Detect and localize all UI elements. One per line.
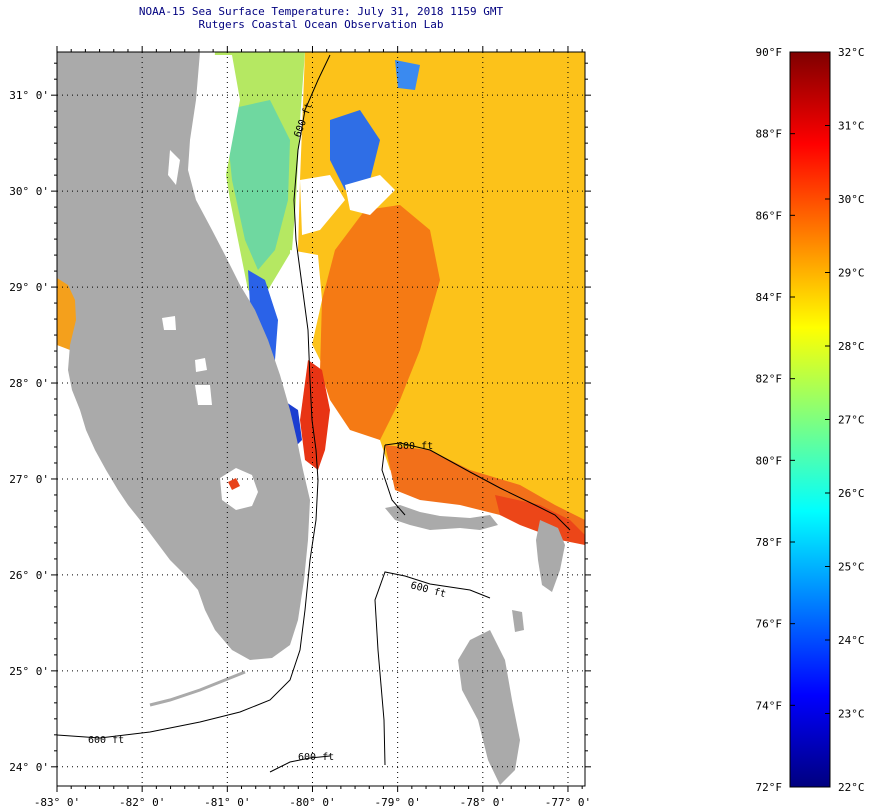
cloud-gap bbox=[300, 175, 345, 235]
lat-tick-label: 27° 0' bbox=[9, 473, 49, 486]
colorbar-celsius-labels: 32°C 31°C 30°C 29°C 28°C 27°C 26°C 25°C 24°C 23°C… bbox=[825, 46, 865, 794]
sst-gulfstream-core bbox=[300, 360, 330, 470]
colorbar-c-label: 27°C bbox=[838, 414, 865, 427]
bahamas-berry bbox=[512, 610, 524, 632]
sst-data-layer bbox=[57, 52, 585, 545]
lon-tick-label: -77° 0' bbox=[545, 796, 591, 809]
lat-tick-label: 26° 0' bbox=[9, 569, 49, 582]
colorbar-fahrenheit-labels: 90°F 88°F 86°F 84°F 82°F 80°F 78°F 76°F 74°F 72°F bbox=[756, 46, 795, 794]
lat-tick-label: 24° 0' bbox=[9, 761, 49, 774]
colorbar-c-label: 22°C bbox=[838, 781, 865, 794]
sst-green-shelf bbox=[225, 100, 290, 270]
colorbar-c-label: 23°C bbox=[838, 708, 865, 721]
lat-tick-label: 31° 0' bbox=[9, 89, 49, 102]
latitude-labels: 24° 0' 25° 0' 26° 0' 27° 0' 28° 0' 29° 0' 30° … bbox=[9, 89, 49, 774]
inland-lake bbox=[168, 150, 180, 185]
colorbar-c-label: 29°C bbox=[838, 267, 865, 280]
contour-line-grand-bahama bbox=[381, 444, 406, 516]
lake-okeechobee bbox=[220, 468, 258, 510]
florida-keys bbox=[149, 670, 246, 707]
colorbar-f-label: 80°F bbox=[756, 454, 783, 467]
depth-label: 600 ft bbox=[397, 441, 433, 452]
colorbar-c-label: 26°C bbox=[838, 487, 865, 500]
inland-lake-2 bbox=[195, 358, 207, 372]
cloud-gap-2 bbox=[290, 250, 322, 345]
lon-tick-label: -79° 0' bbox=[374, 796, 420, 809]
colorbar bbox=[789, 51, 831, 788]
contour-line-south bbox=[269, 755, 331, 773]
bahamas-andros bbox=[458, 630, 520, 785]
inland-lake-4 bbox=[195, 385, 212, 405]
lat-tick-label: 28° 0' bbox=[9, 377, 49, 390]
graticule bbox=[57, 52, 585, 786]
colorbar-c-label: 25°C bbox=[838, 561, 865, 574]
colorbar-f-label: 84°F bbox=[756, 291, 783, 304]
depth-label: 600 ft bbox=[298, 752, 334, 763]
colorbar-c-label: 32°C bbox=[838, 46, 865, 59]
contour-line-bahama-bank bbox=[384, 442, 571, 531]
colorbar-f-label: 78°F bbox=[756, 536, 783, 549]
lake-okeechobee-warm bbox=[228, 478, 240, 490]
colorbar-f-label: 72°F bbox=[756, 781, 783, 794]
depth-label: 600 ft bbox=[88, 735, 124, 746]
longitude-labels: -83° 0' -82° 0' -81° 0' -80° 0' -79° 0' -78° … bbox=[34, 796, 591, 809]
land-layer bbox=[57, 52, 565, 785]
colorbar-f-label: 76°F bbox=[756, 618, 783, 631]
lon-tick-label: -83° 0' bbox=[34, 796, 80, 809]
colorbar-f-label: 86°F bbox=[756, 209, 783, 222]
map-subtitle: Rutgers Coastal Ocean Observation Lab bbox=[198, 18, 444, 31]
bahamas-abaco bbox=[536, 520, 565, 592]
contour-line-tongue-ocean bbox=[374, 571, 491, 766]
lon-tick-label: -78° 0' bbox=[460, 796, 506, 809]
sst-orange-region bbox=[320, 205, 440, 440]
map-frame bbox=[56, 51, 586, 787]
sst-blue-patch-2 bbox=[330, 110, 380, 190]
colorbar-c-label: 24°C bbox=[838, 634, 865, 647]
axis-ticks bbox=[51, 46, 591, 792]
lon-tick-label: -80° 0' bbox=[289, 796, 335, 809]
map-title: NOAA-15 Sea Surface Temperature: July 31… bbox=[138, 5, 504, 18]
lon-tick-label: -81° 0' bbox=[204, 796, 250, 809]
colorbar-f-label: 90°F bbox=[756, 46, 783, 59]
inland-lake-3 bbox=[162, 316, 176, 330]
lat-tick-label: 30° 0' bbox=[9, 185, 49, 198]
lon-tick-label: -82° 0' bbox=[119, 796, 165, 809]
bahamas-grand-bahama bbox=[385, 505, 498, 530]
colorbar-f-label: 88°F bbox=[756, 128, 783, 141]
florida-land bbox=[57, 52, 310, 660]
colorbar-c-label: 31°C bbox=[838, 120, 865, 133]
cloud-gap-4 bbox=[345, 175, 395, 215]
colorbar-c-label: 28°C bbox=[838, 340, 865, 353]
colorbar-c-label: 30°C bbox=[838, 193, 865, 206]
lat-tick-label: 29° 0' bbox=[9, 281, 49, 294]
depth-contours bbox=[57, 54, 571, 773]
lat-tick-label: 25° 0' bbox=[9, 665, 49, 678]
sst-blue-patch-3 bbox=[395, 60, 420, 90]
colorbar-f-label: 74°F bbox=[756, 699, 783, 712]
contour-line-east-fl bbox=[57, 54, 331, 739]
colorbar-f-label: 82°F bbox=[756, 373, 783, 386]
cloud-gap-3 bbox=[205, 55, 240, 240]
